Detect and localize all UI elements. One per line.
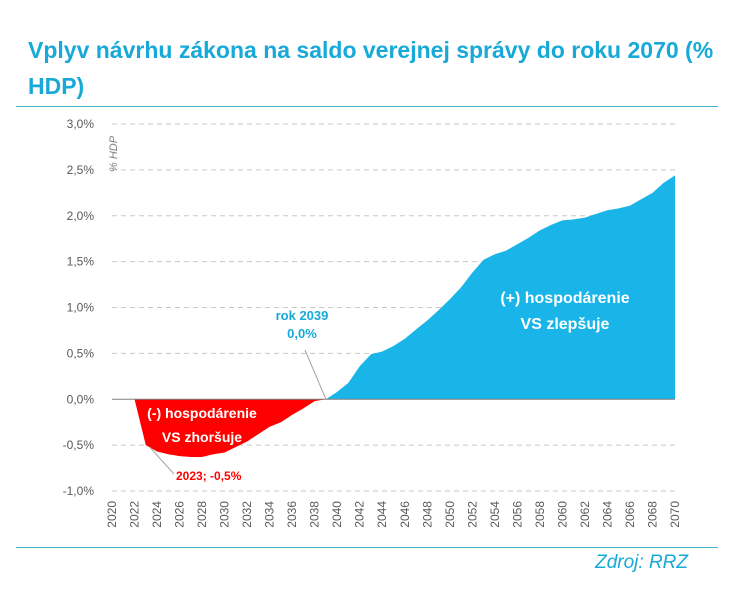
x-tick-label: 2066 [623, 501, 637, 528]
x-tick-label: 2040 [330, 501, 344, 528]
x-tick-label: 2064 [600, 501, 614, 528]
region-label-positive: (+) hospodárenie [500, 290, 629, 307]
x-axis-ticks: 2020 2022 2024 2026 2028 2030 2032 2034 2036 2038… [105, 501, 682, 528]
x-tick-label: 2050 [443, 501, 457, 528]
x-tick-label: 2030 [218, 501, 232, 528]
x-tick-label: 2048 [420, 501, 434, 528]
y-tick-label: 0,0% [67, 392, 95, 406]
source-divider [16, 547, 718, 548]
y-tick-label: 3,0% [67, 117, 95, 131]
negative-area [134, 399, 675, 458]
annotation-2039: 0,0% [287, 326, 317, 341]
annotation-leader-2039 [304, 349, 327, 400]
x-tick-label: 2036 [285, 501, 299, 528]
y-tick-label: 1,0% [67, 301, 95, 315]
x-tick-label: 2034 [263, 501, 277, 528]
annotations: rok 2039 0,0% 2023; -0,5% [149, 308, 329, 483]
region-label-negative: VS zhoršuje [162, 429, 242, 445]
y-tick-label: 2,0% [67, 209, 95, 223]
x-tick-label: 2052 [465, 501, 479, 528]
source-note: Zdroj: RRZ [595, 552, 688, 573]
annotation-2023: 2023; -0,5% [176, 469, 242, 483]
x-tick-label: 2042 [353, 501, 367, 528]
x-tick-label: 2020 [105, 501, 119, 528]
y-tick-label: -0,5% [63, 438, 95, 452]
region-label-positive: VS zlepšuje [521, 316, 610, 333]
positive-area [134, 175, 675, 400]
x-tick-label: 2044 [375, 501, 389, 528]
x-tick-label: 2054 [488, 501, 502, 528]
x-tick-label: 2032 [240, 501, 254, 528]
chart-title: Vplyv návrhu zákona na saldo verejnej sp… [28, 37, 714, 99]
y-axis-label: % HDP [108, 135, 120, 172]
x-tick-label: 2062 [578, 501, 592, 528]
x-tick-label: 2068 [645, 501, 659, 528]
y-tick-label: 2,5% [67, 163, 95, 177]
x-tick-label: 2070 [668, 501, 682, 528]
x-tick-label: 2060 [555, 501, 569, 528]
annotation-2039: rok 2039 [276, 308, 329, 323]
x-tick-label: 2028 [195, 501, 209, 528]
annotation-leader-2023 [149, 446, 175, 475]
y-axis-ticks: -1,0% -0,5% 0,0% 0,5% 1,0% 1,5% 2,0% 2,5% 3,0% [63, 117, 95, 498]
x-tick-label: 2056 [510, 501, 524, 528]
y-tick-label: 1,5% [67, 255, 95, 269]
x-tick-label: 2026 [173, 501, 187, 528]
y-tick-label: 0,5% [67, 346, 95, 360]
x-tick-label: 2046 [398, 501, 412, 528]
region-label-negative: (-) hospodárenie [147, 405, 257, 421]
title-divider [16, 106, 718, 107]
y-tick-label: -1,0% [63, 484, 95, 498]
x-tick-label: 2024 [150, 501, 164, 528]
x-tick-label: 2022 [128, 501, 142, 528]
region-labels: (+) hospodárenie VS zlepšuje (-) hospodáre… [147, 290, 630, 445]
x-tick-label: 2038 [308, 501, 322, 528]
x-tick-label: 2058 [533, 501, 547, 528]
